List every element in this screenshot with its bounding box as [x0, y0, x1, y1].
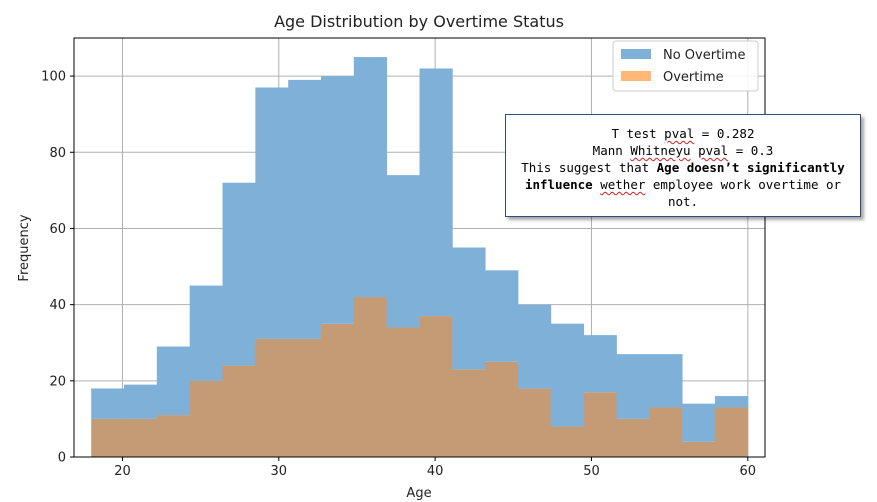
x-tick-label: 50 [583, 464, 600, 479]
bar-no-overtime [616, 354, 650, 419]
bar-overlap [91, 418, 125, 457]
bar-no-overtime [321, 76, 355, 324]
mann-spacer [691, 143, 699, 158]
x-axis-label: Age [406, 486, 431, 501]
bar-overlap [452, 369, 486, 457]
bar-no-overtime [649, 354, 683, 408]
bar-overlap [288, 338, 322, 457]
conclusion-bold: Age doesn’t significantly influence [524, 160, 845, 192]
t-test-label: T test [611, 126, 665, 141]
bar-no-overtime [485, 270, 519, 362]
x-tick-label: 20 [114, 464, 131, 479]
y-tick-label: 20 [49, 374, 66, 389]
wether-word: wether [600, 177, 646, 192]
bar-no-overtime [714, 396, 749, 408]
mann-pval-word: pval [698, 143, 729, 158]
t-test-pval-word: pval [664, 126, 695, 141]
chart-title: Age Distribution by Overtime Status [274, 12, 564, 31]
y-axis-label: Frequency [17, 214, 32, 281]
y-tick-label: 100 [41, 70, 66, 85]
mann-whitney-value: = 0.3 [728, 143, 774, 158]
conclusion-text: This suggest that Age doesn’t significan… [514, 159, 852, 210]
conclusion-prefix: This suggest that [521, 160, 657, 175]
bar-no-overtime [222, 182, 256, 366]
y-tick-label: 80 [49, 146, 66, 161]
whitneyu-word: Whitneyu [630, 143, 691, 158]
bar-overlap [616, 418, 650, 457]
bar-no-overtime [124, 384, 158, 419]
bar-overlap [682, 441, 716, 457]
bar-overlap [386, 327, 420, 457]
bar-overlap [124, 418, 158, 457]
bars [91, 57, 749, 457]
bar-no-overtime [189, 285, 223, 381]
bar-no-overtime [419, 68, 453, 317]
bar-overlap [550, 426, 585, 457]
bar-no-overtime [255, 87, 289, 339]
bar-overlap [156, 415, 191, 457]
bar-overlap [583, 392, 617, 457]
bar-overlap [321, 323, 355, 457]
bar-no-overtime [583, 335, 617, 393]
bar-no-overtime [550, 323, 585, 427]
conclusion-suffix: employee work overtime or not. [645, 177, 842, 209]
x-tick-label: 30 [271, 464, 288, 479]
bar-overlap [419, 316, 453, 457]
t-test-line: T test pval = 0.282 [514, 125, 852, 142]
bar-overlap [517, 388, 552, 457]
bar-no-overtime [682, 403, 716, 442]
bar-overlap [485, 361, 519, 457]
x-tick-label: 60 [740, 464, 757, 479]
mann-label: Mann [592, 143, 631, 158]
t-test-value: = 0.282 [694, 126, 755, 141]
bar-no-overtime [353, 57, 388, 298]
bar-no-overtime [91, 388, 125, 419]
bar-no-overtime [288, 79, 322, 339]
legend-label-no-overtime: No Overtime [663, 48, 745, 63]
mann-whitney-line: Mann Whitneyu pval = 0.3 [514, 142, 852, 159]
legend-swatch-no-overtime [621, 49, 651, 59]
y-tick-label: 0 [58, 451, 66, 466]
plot-frame [73, 37, 766, 458]
x-tick-label: 40 [427, 464, 444, 479]
y-tick-label: 40 [49, 298, 66, 313]
legend-label-overtime: Overtime [663, 70, 724, 85]
bar-no-overtime [156, 346, 191, 416]
bar-overlap [255, 338, 289, 457]
bar-no-overtime [386, 175, 420, 328]
bar-overlap [353, 297, 388, 457]
legend: No Overtime Overtime [612, 40, 759, 92]
y-tick-label: 60 [49, 222, 66, 237]
bar-overlap [189, 380, 223, 457]
bar-no-overtime [452, 247, 486, 370]
bar-overlap [649, 407, 683, 457]
legend-swatch-overtime [621, 71, 651, 81]
statistics-annotation-box: T test pval = 0.282 Mann Whitneyu pval =… [505, 114, 861, 217]
bar-overlap [714, 407, 749, 457]
axis-ticks: 20 30 40 50 60 0 20 40 60 80 100 [41, 70, 756, 479]
bar-no-overtime [517, 304, 552, 389]
bar-overlap [222, 365, 256, 457]
